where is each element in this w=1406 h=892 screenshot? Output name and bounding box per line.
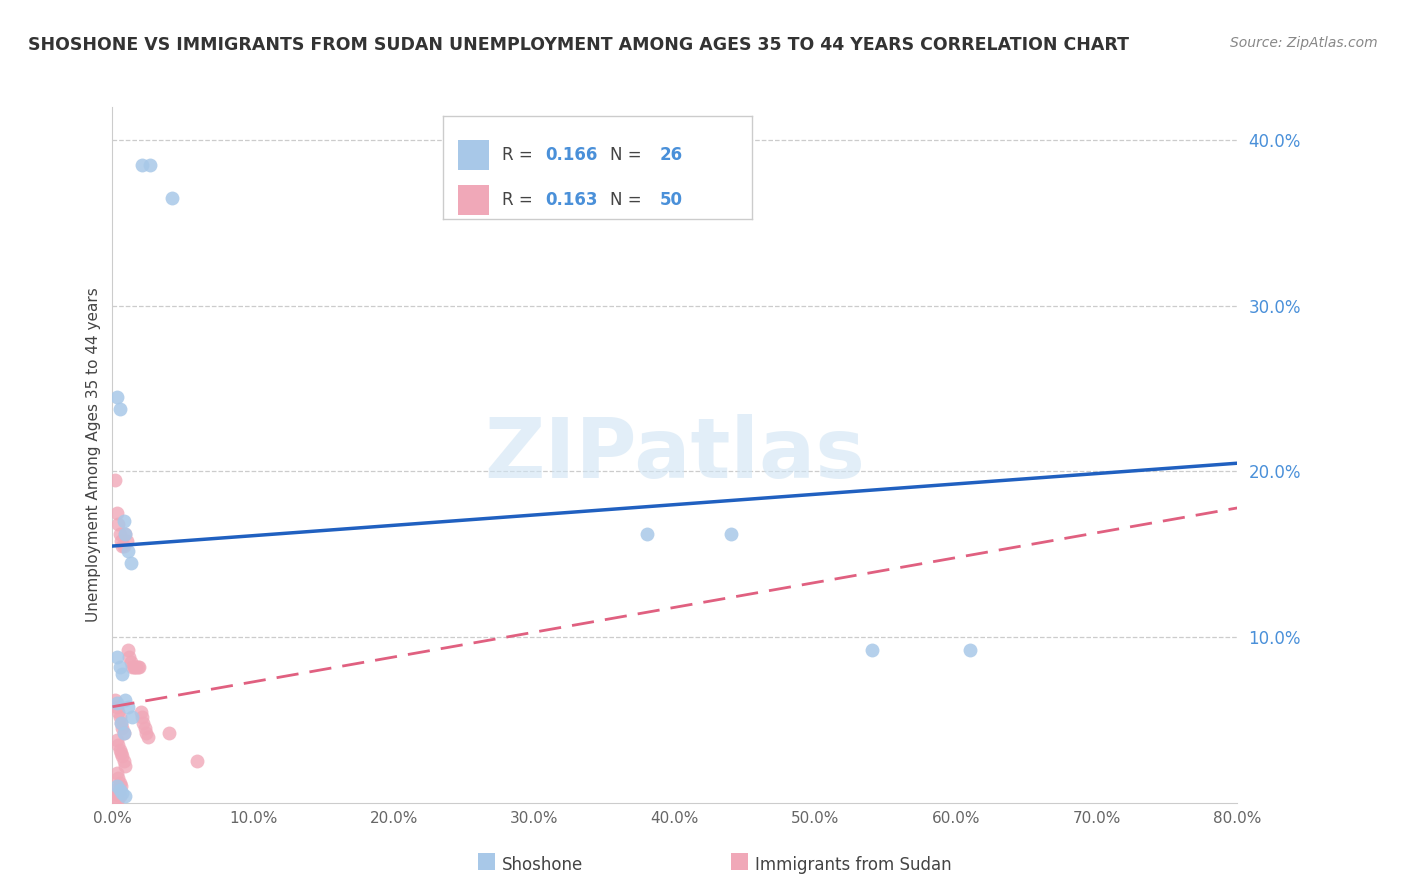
Point — [131, 709, 153, 723]
Point — [107, 517, 129, 532]
Point — [112, 539, 135, 553]
Point — [110, 779, 132, 793]
Point — [110, 534, 132, 549]
Point — [105, 697, 128, 711]
Point — [111, 786, 134, 800]
Point — [105, 699, 128, 714]
Point — [720, 527, 742, 541]
Point — [114, 759, 136, 773]
Point — [105, 390, 128, 404]
Point — [107, 705, 129, 719]
Text: R =: R = — [502, 191, 537, 209]
Point — [122, 660, 145, 674]
Point — [108, 660, 131, 674]
Point — [107, 738, 129, 752]
Point — [108, 776, 131, 790]
Point — [128, 660, 150, 674]
Text: SHOSHONE VS IMMIGRANTS FROM SUDAN UNEMPLOYMENT AMONG AGES 35 TO 44 YEARS CORRELA: SHOSHONE VS IMMIGRANTS FROM SUDAN UNEMPL… — [28, 36, 1129, 54]
Point — [104, 782, 127, 797]
Point — [139, 158, 162, 172]
Text: ZIPatlas: ZIPatlas — [485, 415, 865, 495]
Point — [112, 726, 135, 740]
Point — [131, 158, 153, 172]
Point — [132, 716, 155, 731]
Point — [107, 788, 129, 802]
Point — [157, 726, 180, 740]
Bar — [458, 139, 489, 170]
Y-axis label: Unemployment Among Ages 35 to 44 years: Unemployment Among Ages 35 to 44 years — [86, 287, 101, 623]
Point — [105, 650, 128, 665]
Text: Immigrants from Sudan: Immigrants from Sudan — [755, 856, 952, 874]
Point — [117, 544, 139, 558]
Point — [104, 693, 127, 707]
Text: 0.163: 0.163 — [546, 191, 598, 209]
Point — [111, 539, 134, 553]
Point — [129, 705, 152, 719]
Point — [186, 755, 208, 769]
Point — [108, 401, 131, 416]
Point — [112, 755, 135, 769]
Point — [160, 191, 183, 205]
Text: 50: 50 — [659, 191, 682, 209]
Point — [125, 660, 148, 674]
Point — [110, 746, 132, 760]
Bar — [458, 185, 489, 216]
Point — [121, 709, 143, 723]
Point — [117, 699, 139, 714]
Point — [105, 779, 128, 793]
Point — [136, 730, 159, 744]
Point — [120, 556, 142, 570]
Point — [114, 789, 136, 804]
Point — [108, 782, 131, 797]
Point — [108, 709, 131, 723]
Point — [104, 792, 127, 806]
Point — [111, 666, 134, 681]
Point — [115, 534, 138, 549]
Point — [112, 514, 135, 528]
Point — [860, 643, 883, 657]
Text: 0.166: 0.166 — [546, 146, 598, 164]
Point — [108, 527, 131, 541]
Point — [112, 726, 135, 740]
Point — [114, 527, 136, 541]
Point — [104, 473, 127, 487]
Point — [105, 766, 128, 780]
Point — [118, 650, 141, 665]
Point — [114, 693, 136, 707]
Point — [121, 660, 143, 674]
Point — [117, 643, 139, 657]
Point — [105, 732, 128, 747]
Point — [108, 743, 131, 757]
Point — [120, 655, 142, 669]
Text: Shoshone: Shoshone — [502, 856, 583, 874]
Point — [134, 721, 156, 735]
Point — [111, 749, 134, 764]
Text: 26: 26 — [659, 146, 682, 164]
Point — [107, 771, 129, 785]
Point — [135, 726, 157, 740]
Text: N =: N = — [610, 191, 647, 209]
Point — [105, 506, 128, 520]
Point — [110, 716, 132, 731]
Text: N =: N = — [610, 146, 647, 164]
Text: Source: ZipAtlas.com: Source: ZipAtlas.com — [1230, 36, 1378, 50]
Point — [110, 716, 132, 731]
Point — [124, 660, 146, 674]
Point — [111, 721, 134, 735]
Point — [105, 794, 128, 808]
Text: R =: R = — [502, 146, 537, 164]
Point — [114, 527, 136, 541]
Point — [959, 643, 981, 657]
Point — [108, 789, 131, 804]
Point — [105, 786, 128, 800]
Point — [127, 660, 149, 674]
Point — [636, 527, 658, 541]
